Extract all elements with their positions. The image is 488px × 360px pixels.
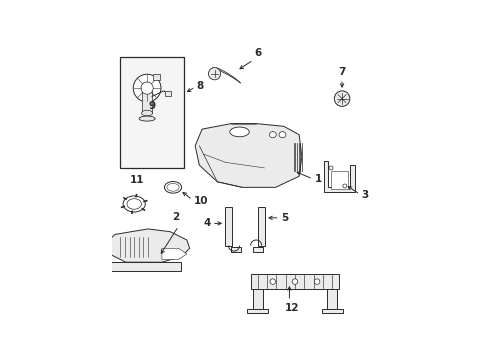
Polygon shape <box>250 274 339 289</box>
Polygon shape <box>258 207 264 246</box>
Circle shape <box>342 184 346 188</box>
Ellipse shape <box>269 132 276 138</box>
Bar <box>165 91 171 96</box>
Ellipse shape <box>127 199 141 209</box>
Text: 4: 4 <box>203 219 210 228</box>
Text: 8: 8 <box>196 81 203 91</box>
Polygon shape <box>142 90 152 113</box>
Polygon shape <box>106 262 181 270</box>
Text: 7: 7 <box>338 67 345 77</box>
Ellipse shape <box>166 184 179 191</box>
Circle shape <box>328 166 332 170</box>
Circle shape <box>334 91 349 107</box>
Polygon shape <box>195 123 301 187</box>
Ellipse shape <box>123 196 145 212</box>
Text: 9: 9 <box>148 101 155 111</box>
Text: 2: 2 <box>172 212 179 222</box>
Text: 11: 11 <box>129 175 144 185</box>
Polygon shape <box>224 207 231 246</box>
Polygon shape <box>246 309 267 313</box>
Ellipse shape <box>141 110 152 116</box>
Bar <box>153 74 160 80</box>
Polygon shape <box>321 309 342 313</box>
Ellipse shape <box>229 127 249 137</box>
Polygon shape <box>230 247 241 252</box>
Text: 3: 3 <box>361 190 368 200</box>
Circle shape <box>314 279 319 284</box>
Text: 1: 1 <box>314 174 322 184</box>
Bar <box>330 171 347 189</box>
Polygon shape <box>252 289 262 309</box>
Circle shape <box>269 279 275 284</box>
Text: 12: 12 <box>285 303 299 313</box>
Polygon shape <box>252 247 263 252</box>
Polygon shape <box>327 289 337 309</box>
Ellipse shape <box>279 132 285 138</box>
Ellipse shape <box>139 116 155 121</box>
Circle shape <box>133 74 161 102</box>
Polygon shape <box>324 161 354 192</box>
Circle shape <box>141 82 153 94</box>
Text: 10: 10 <box>193 195 208 206</box>
Text: 6: 6 <box>254 49 262 58</box>
Circle shape <box>208 68 220 80</box>
Circle shape <box>292 279 297 284</box>
Text: 5: 5 <box>281 213 288 223</box>
Polygon shape <box>162 248 186 260</box>
Ellipse shape <box>164 181 181 193</box>
Polygon shape <box>106 229 189 262</box>
FancyBboxPatch shape <box>120 57 183 168</box>
